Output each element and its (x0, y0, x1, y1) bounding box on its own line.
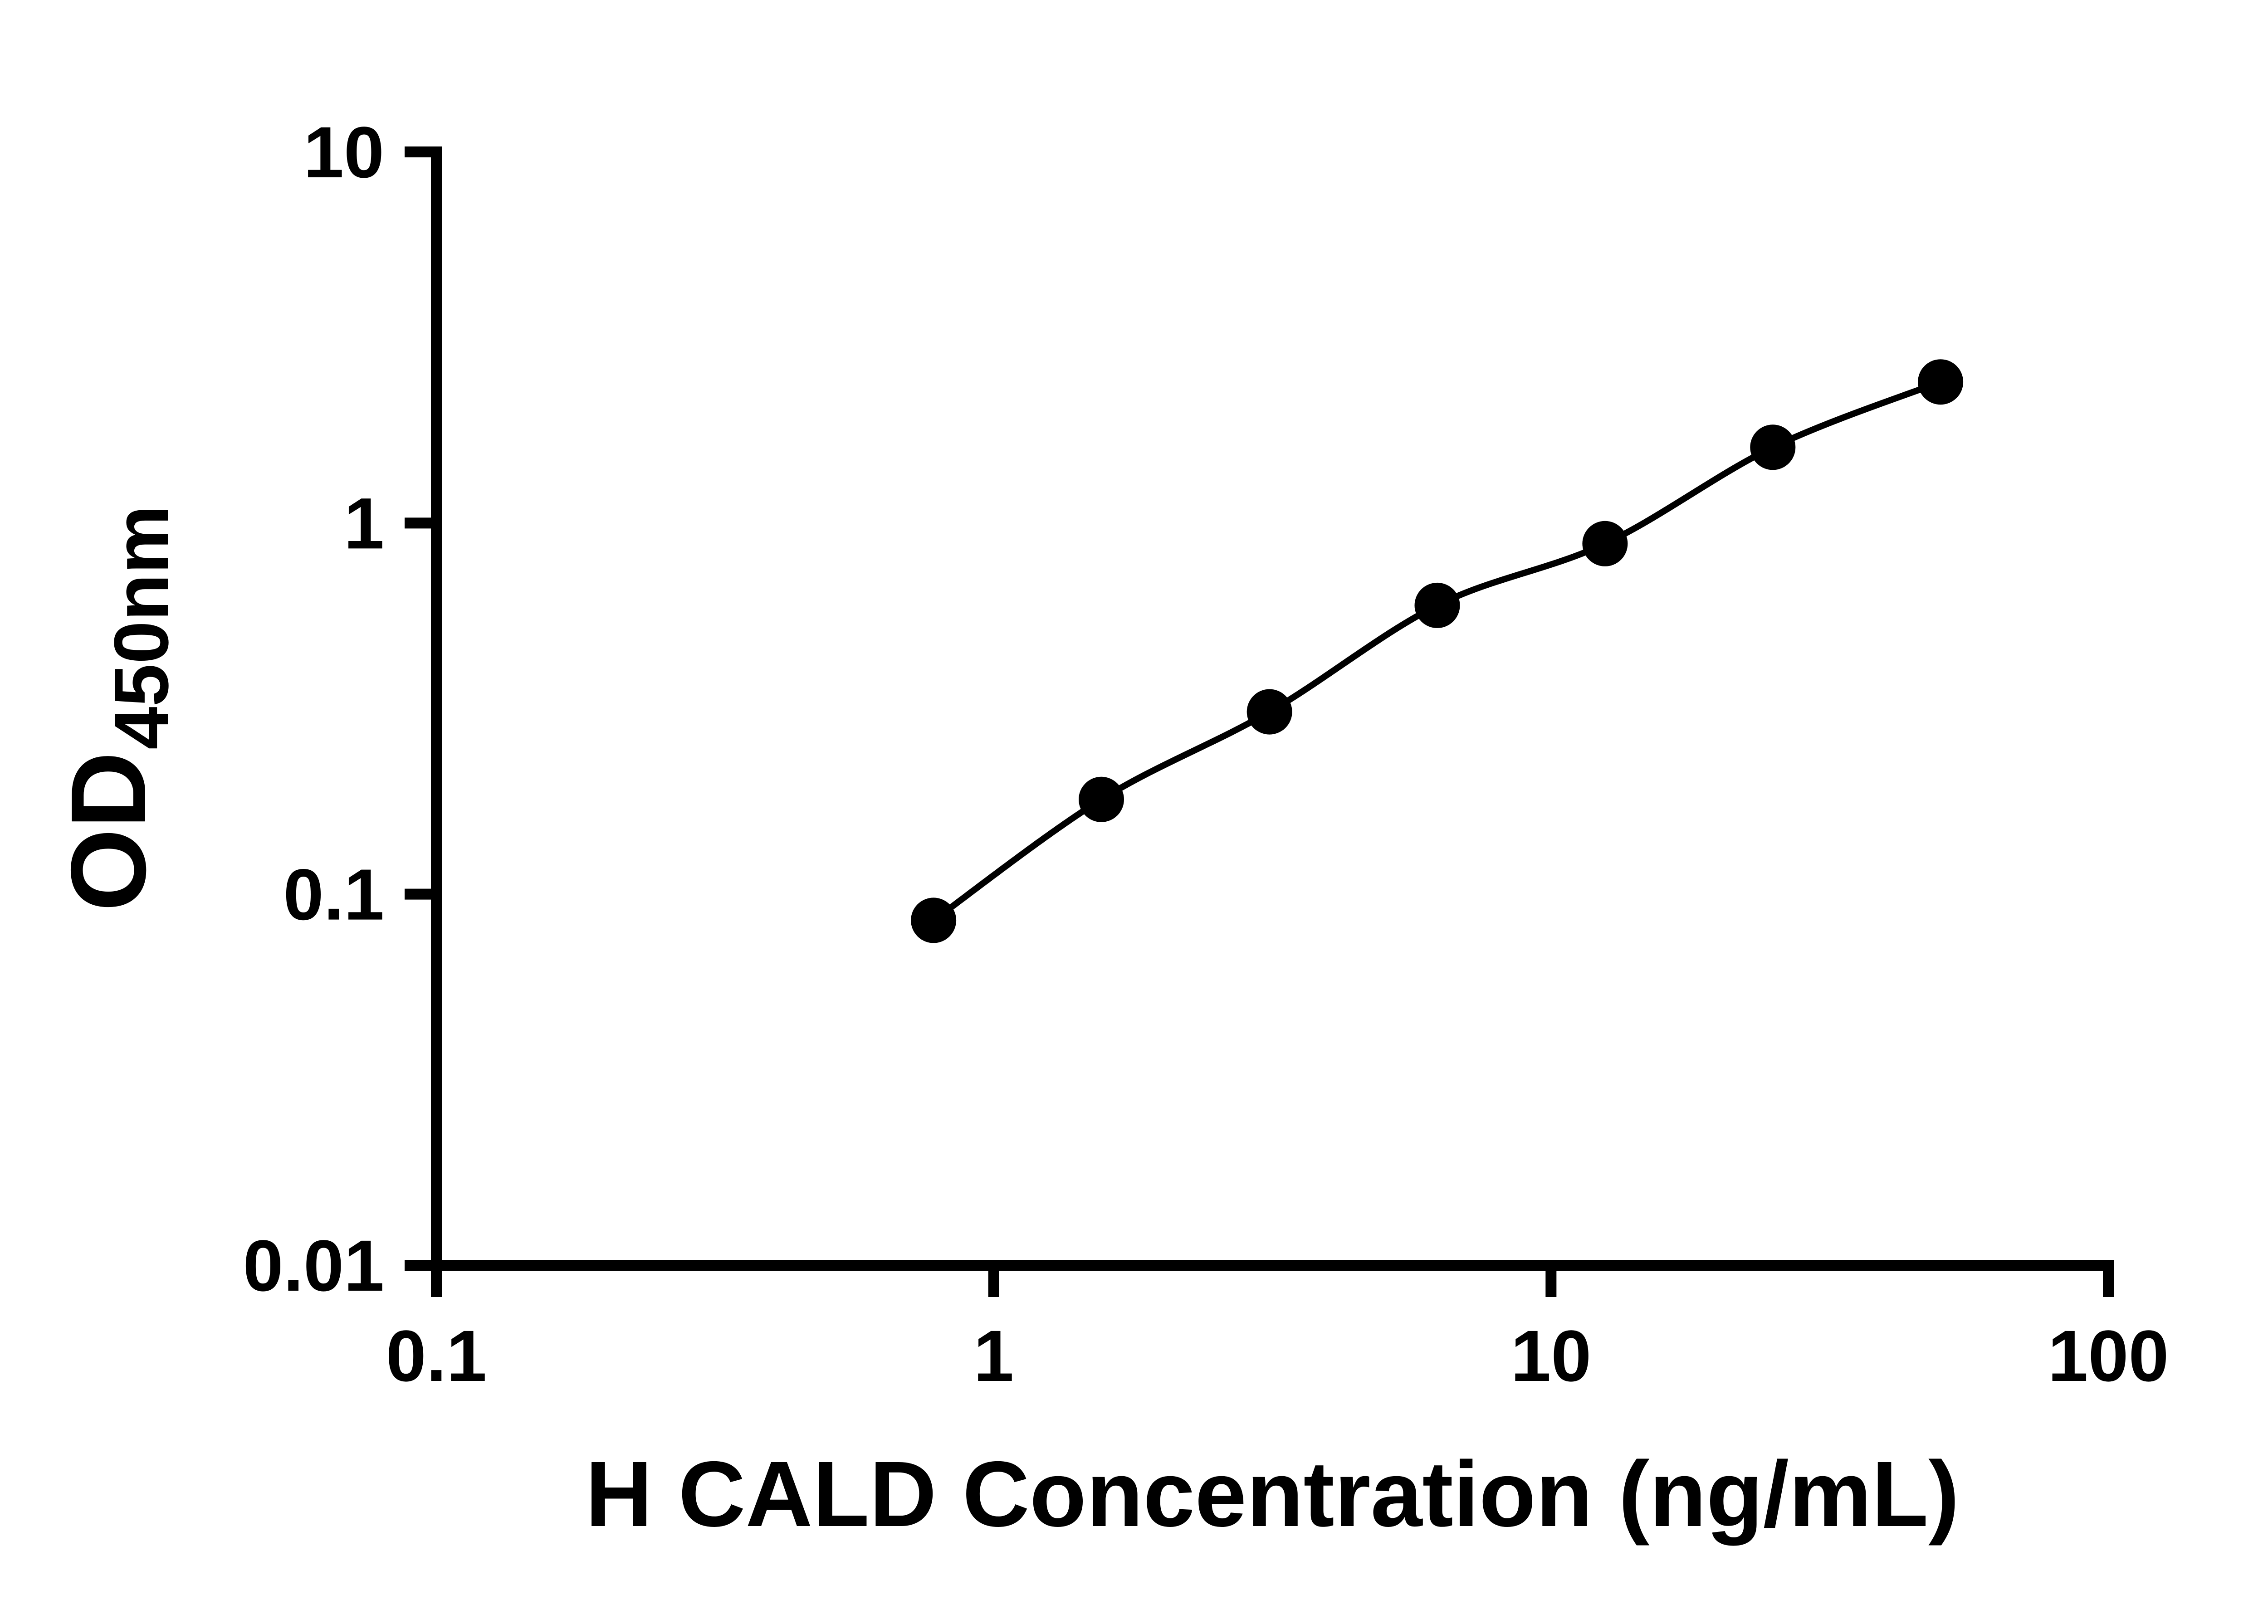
data-point (1079, 776, 1124, 822)
y-axis-title-base: OD (49, 751, 168, 912)
x-axis-title: H CALD Concentration (ng/mL) (585, 1442, 1959, 1546)
data-point (911, 897, 957, 943)
y-tick-label: 1 (344, 483, 384, 564)
data-point (1414, 582, 1460, 628)
data-point (1246, 689, 1292, 735)
x-tick-label: 0.1 (386, 1315, 487, 1396)
x-tick-label: 100 (2048, 1315, 2169, 1396)
fit-curve (932, 379, 1942, 923)
x-tick-label: 1 (973, 1315, 1014, 1396)
x-axis-tick-labels: 0.1 1 10 100 (386, 1315, 2169, 1396)
y-axis-title-subscript: 450nm (98, 505, 185, 750)
y-tick-label: 0.1 (284, 854, 384, 935)
x-tick-label: 10 (1510, 1315, 1591, 1396)
y-tick-label: 10 (303, 112, 384, 193)
data-point (1582, 521, 1628, 566)
y-axis-title: OD 450nm (49, 505, 185, 912)
data-point (1750, 424, 1796, 470)
data-point-markers (911, 359, 1964, 943)
x-axis-ticks (431, 1265, 2114, 1297)
y-axis-tick-labels: 0.01 0.1 1 10 (243, 112, 384, 1306)
data-point (1918, 359, 1964, 405)
y-tick-label: 0.01 (243, 1225, 384, 1306)
